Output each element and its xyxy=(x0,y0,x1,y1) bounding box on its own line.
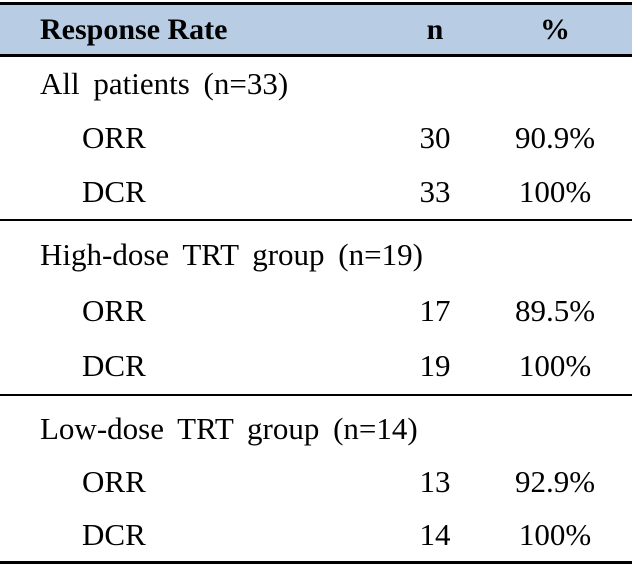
row-n-value: 30 xyxy=(419,120,451,155)
row-name: ORR xyxy=(82,292,146,328)
table-row: DCR 14 100% xyxy=(0,508,632,561)
section-label: High-dose TRT group (n=19) xyxy=(40,236,423,272)
header-percent: % xyxy=(540,12,570,46)
row-pct-value: 92.9% xyxy=(514,463,596,499)
row-name: DCR xyxy=(82,516,146,552)
row-pct-value: 100% xyxy=(518,174,592,209)
row-name: ORR xyxy=(82,120,146,155)
row-n-value: 33 xyxy=(419,174,451,209)
row-pct-value: 100% xyxy=(518,348,592,384)
row-n-value: 19 xyxy=(419,348,451,384)
table-row: ORR 30 90.9% xyxy=(0,111,632,165)
row-n-value: 17 xyxy=(419,292,451,328)
table-row: ORR 13 92.9% xyxy=(0,455,632,508)
table-row: DCR 19 100% xyxy=(0,338,632,394)
row-n-value: 14 xyxy=(419,516,451,552)
header-n: n xyxy=(426,12,444,46)
row-name: DCR xyxy=(82,348,146,384)
section-divider xyxy=(0,219,632,221)
row-pct-value: 89.5% xyxy=(514,292,596,328)
row-pct-value: 90.9% xyxy=(514,120,596,155)
section-all-patients: All patients (n=33) ORR 30 90.9% DCR 33 … xyxy=(0,57,632,219)
header-response-rate: Response Rate xyxy=(40,12,228,46)
table-bottom-border xyxy=(0,561,632,564)
table-row: ORR 17 89.5% xyxy=(0,283,632,339)
row-name: DCR xyxy=(82,174,146,209)
section-divider xyxy=(0,394,632,396)
table-row: DCR 33 100% xyxy=(0,165,632,219)
section-label-row: High-dose TRT group (n=19) xyxy=(0,227,632,283)
table-header-row: Response Rate n % xyxy=(0,2,632,57)
row-pct-value: 100% xyxy=(518,516,592,552)
section-high-dose: High-dose TRT group (n=19) ORR 17 89.5% … xyxy=(0,221,632,394)
section-low-dose: Low-dose TRT group (n=14) ORR 13 92.9% D… xyxy=(0,396,632,561)
row-n-value: 13 xyxy=(419,463,451,499)
section-label: All patients (n=33) xyxy=(40,66,289,101)
row-name: ORR xyxy=(82,463,146,499)
section-label: Low-dose TRT group (n=14) xyxy=(40,410,418,446)
section-label-row: Low-dose TRT group (n=14) xyxy=(0,402,632,455)
section-label-row: All patients (n=33) xyxy=(0,57,632,111)
